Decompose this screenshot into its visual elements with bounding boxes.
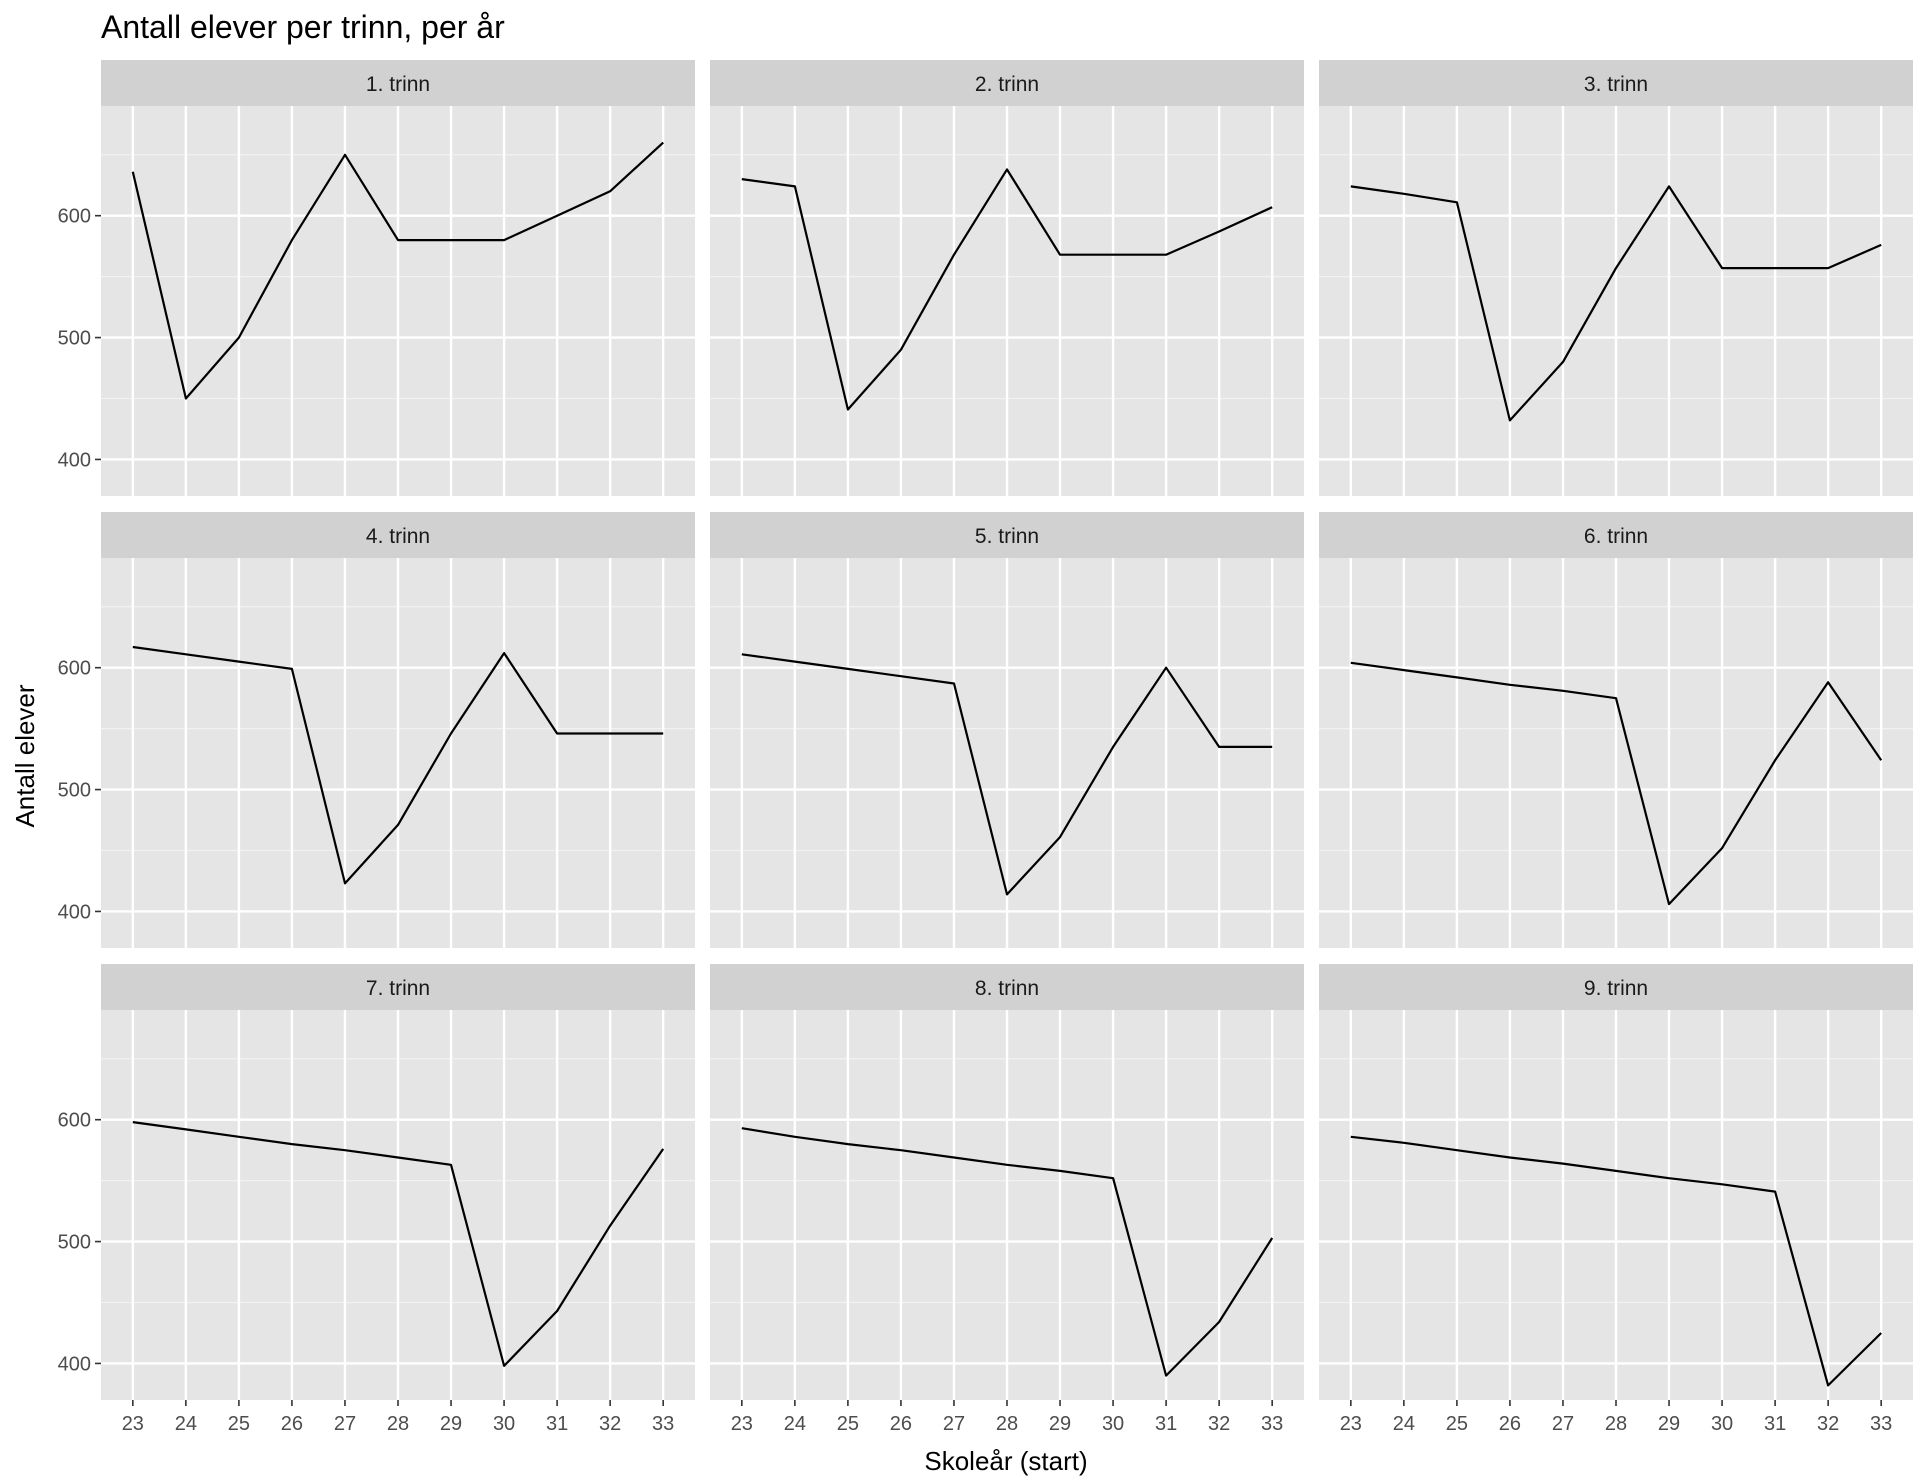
facet-strip	[710, 964, 1304, 1010]
facet-strip-label: 6. trinn	[1584, 525, 1648, 548]
x-tick-label: 24	[175, 1413, 197, 1435]
y-tick-label: 400	[58, 1353, 91, 1375]
y-tick-label: 500	[58, 780, 91, 802]
x-tick-label: 25	[837, 1413, 859, 1435]
facet-strip-label: 4. trinn	[366, 525, 430, 548]
x-tick-label: 33	[652, 1413, 674, 1435]
facet-strip	[710, 60, 1304, 106]
x-tick-label: 33	[1261, 1413, 1283, 1435]
x-tick-label: 30	[1711, 1413, 1733, 1435]
y-tick-label: 500	[58, 328, 91, 350]
facet-panel: 5. trinn	[710, 512, 1304, 948]
y-tick-label: 600	[58, 1110, 91, 1132]
x-tick-label: 32	[1208, 1413, 1230, 1435]
facet-strip-label: 3. trinn	[1584, 73, 1648, 96]
facet-strip-label: 1. trinn	[366, 73, 430, 96]
facet-strip-label: 2. trinn	[975, 73, 1039, 96]
x-tick-label: 28	[996, 1413, 1018, 1435]
x-tick-label: 27	[334, 1413, 356, 1435]
facet-strip	[101, 60, 695, 106]
x-tick-label: 31	[546, 1413, 568, 1435]
facet-strip-label: 8. trinn	[975, 977, 1039, 1000]
facet-panel: 7. trinn 400 500 600 23 24 25 26 27 28 29 30 31 32 33	[58, 964, 695, 1435]
x-tick-label: 23	[1340, 1413, 1362, 1435]
x-tick-label: 30	[493, 1413, 515, 1435]
series-line	[741, 653, 1273, 896]
x-axis-label: Skoleår (start)	[924, 1446, 1087, 1476]
facet-strip	[101, 964, 695, 1010]
facet-panel: 1. trinn 400 500 600	[58, 60, 695, 496]
series-line	[1350, 185, 1882, 422]
x-tick-label: 30	[1102, 1413, 1124, 1435]
series-line	[1350, 661, 1883, 906]
facet-panel: 9. trinn 23 24 25 26 27 28 29 30 31 32 33	[1319, 964, 1913, 1435]
chart-title: Antall elever per trinn, per år	[101, 9, 505, 45]
series-line	[131, 141, 664, 400]
x-tick-label: 27	[943, 1413, 965, 1435]
facet-panel: 8. trinn 23 24 25 26 27 28 29 30 31 32 33	[710, 964, 1304, 1435]
x-tick-label: 28	[1605, 1413, 1627, 1435]
y-tick-label: 600	[58, 206, 91, 228]
x-tick-label: 31	[1155, 1413, 1177, 1435]
series-line	[741, 168, 1273, 411]
y-tick-label: 500	[58, 1232, 91, 1254]
y-axis-label: Antall elever	[10, 684, 40, 827]
x-tick-label: 32	[599, 1413, 621, 1435]
series-line	[741, 1127, 1274, 1377]
facet-strip-label: 9. trinn	[1584, 977, 1648, 1000]
x-tick-label: 24	[1393, 1413, 1415, 1435]
x-tick-label: 26	[1499, 1413, 1521, 1435]
x-tick-label: 26	[890, 1413, 912, 1435]
facet-strip-label: 5. trinn	[975, 525, 1039, 548]
x-tick-label: 23	[122, 1413, 144, 1435]
x-tick-label: 29	[1658, 1413, 1680, 1435]
facet-strip	[710, 512, 1304, 558]
facet-strip	[1319, 60, 1913, 106]
x-tick-label: 27	[1552, 1413, 1574, 1435]
x-tick-label: 29	[1049, 1413, 1071, 1435]
x-tick-label: 26	[281, 1413, 303, 1435]
y-tick-label: 600	[58, 658, 91, 680]
facet-grid: 1. trinn 400 500 600 2. trinn 3. trinn 4. trin…	[58, 60, 1913, 1435]
facet-strip-label: 7. trinn	[366, 977, 430, 1000]
facet-panel: 3. trinn	[1319, 60, 1913, 496]
series-line	[1350, 1135, 1882, 1387]
x-tick-label: 32	[1817, 1413, 1839, 1435]
series-line	[132, 645, 664, 885]
x-tick-label: 28	[387, 1413, 409, 1435]
y-tick-label: 400	[58, 901, 91, 923]
x-tick-label: 33	[1870, 1413, 1892, 1435]
x-tick-label: 23	[731, 1413, 753, 1435]
facet-strip	[101, 512, 695, 558]
y-tick-label: 400	[58, 449, 91, 471]
facet-panel: 6. trinn	[1319, 512, 1913, 948]
facet-strip	[1319, 512, 1913, 558]
facet-panel: 4. trinn 400 500 600	[58, 512, 695, 948]
x-tick-label: 25	[1446, 1413, 1468, 1435]
facet-strip	[1319, 964, 1913, 1010]
x-tick-label: 31	[1764, 1413, 1786, 1435]
series-line	[132, 1121, 665, 1368]
x-tick-label: 24	[784, 1413, 806, 1435]
x-tick-label: 25	[228, 1413, 250, 1435]
x-tick-label: 29	[440, 1413, 462, 1435]
facet-panel: 2. trinn	[710, 60, 1304, 496]
